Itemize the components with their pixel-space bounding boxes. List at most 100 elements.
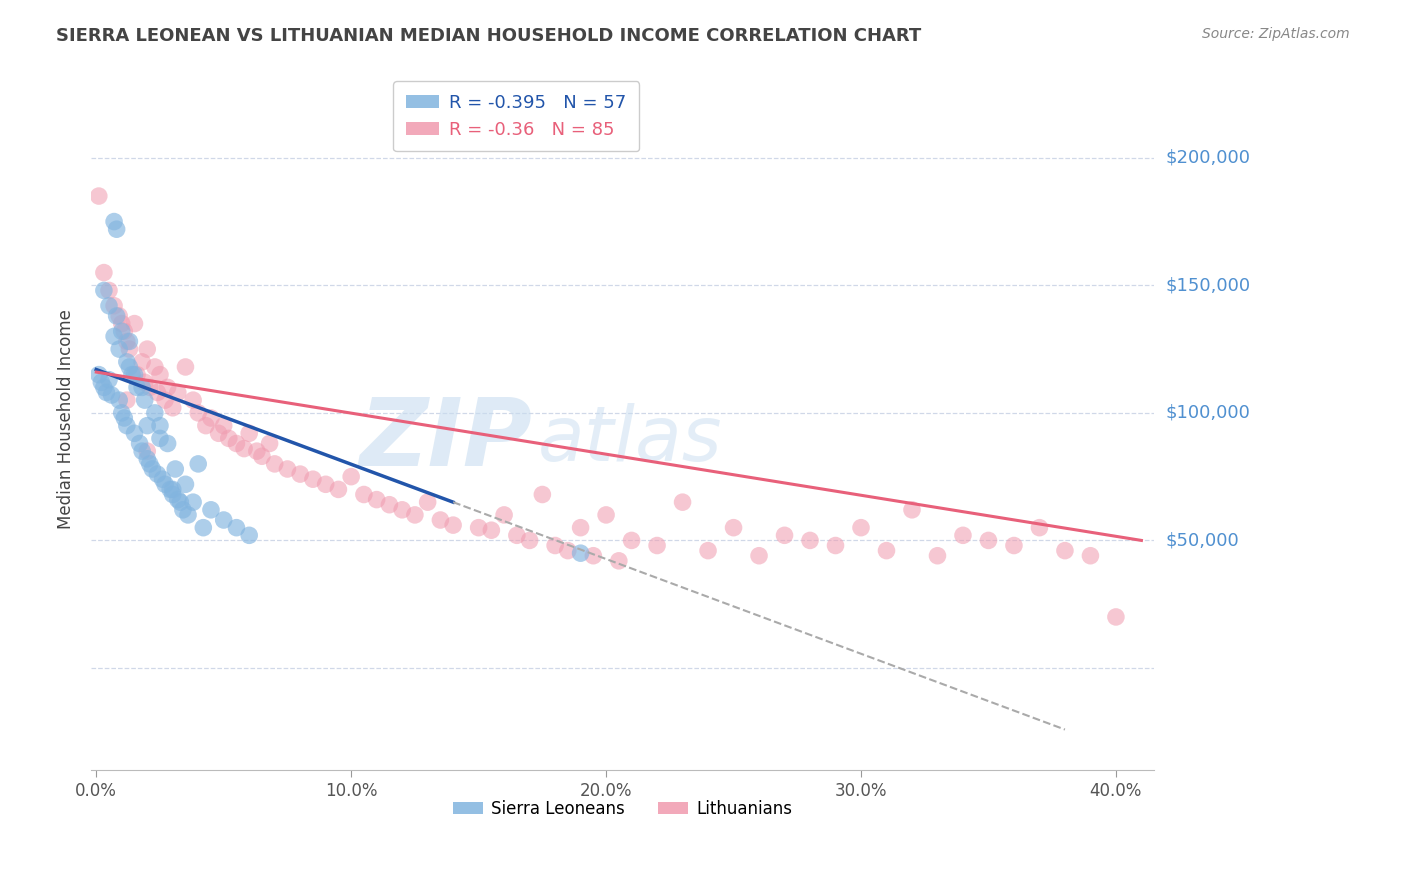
Point [93,380,115,394]
Point [105,222,128,236]
Point [1002,539,1025,553]
Point [441,518,464,533]
Point [620,533,643,548]
Point [146,467,169,482]
Text: $100,000: $100,000 [1166,404,1250,422]
Point [233,442,256,456]
Point [118,334,141,349]
Point [139,380,162,394]
Point [876,543,898,558]
Point [108,342,131,356]
Point [557,543,579,558]
Point [531,487,554,501]
Point [1080,549,1102,563]
Text: atlas: atlas [537,403,723,477]
Point [519,533,541,548]
Point [174,477,197,491]
Point [156,380,179,394]
Point [156,436,179,450]
Point [118,342,141,356]
Point [607,554,630,568]
Point [467,521,489,535]
Point [250,449,273,463]
Text: Source: ZipAtlas.com: Source: ZipAtlas.com [1202,27,1350,41]
Point [544,539,567,553]
Point [115,418,138,433]
Point [494,508,516,522]
Point [165,462,187,476]
Point [141,462,163,476]
Point [131,355,153,369]
Point [103,329,125,343]
Point [194,418,217,433]
Point [315,477,337,491]
Point [136,342,159,356]
Point [238,426,260,441]
Point [169,495,191,509]
Point [131,444,153,458]
Point [103,299,125,313]
Point [124,317,146,331]
Point [200,411,222,425]
Point [162,401,184,415]
Point [200,503,222,517]
Point [152,472,174,486]
Point [246,444,269,458]
Point [121,368,143,382]
Point [111,317,134,331]
Point [98,284,121,298]
Point [328,483,350,497]
Point [952,528,974,542]
Legend: Sierra Leoneans, Lithuanians: Sierra Leoneans, Lithuanians [446,794,799,825]
Point [212,513,235,527]
Point [159,483,181,497]
Point [773,528,796,542]
Point [112,324,135,338]
Point [174,359,197,374]
Point [162,487,184,501]
Point [181,393,204,408]
Point [391,503,413,517]
Point [187,406,209,420]
Point [125,368,148,382]
Point [115,393,138,408]
Point [149,368,172,382]
Point [115,334,138,349]
Point [353,487,375,501]
Point [569,521,592,535]
Point [723,521,745,535]
Point [193,521,215,535]
Point [799,533,821,548]
Text: $150,000: $150,000 [1166,277,1250,294]
Point [645,539,668,553]
Point [98,299,121,313]
Point [366,492,388,507]
Point [172,503,194,517]
Point [153,393,176,408]
Point [671,495,693,509]
Point [1028,521,1050,535]
Point [149,418,172,433]
Point [416,495,439,509]
Point [225,436,247,450]
Point [582,549,605,563]
Point [977,533,1000,548]
Point [87,368,110,382]
Point [404,508,426,522]
Point [276,462,298,476]
Point [111,324,134,338]
Point [927,549,949,563]
Point [263,457,285,471]
Point [93,284,115,298]
Point [901,503,924,517]
Point [1105,610,1128,624]
Point [93,266,115,280]
Point [177,508,200,522]
Point [290,467,312,482]
Point [479,523,502,537]
Point [103,214,125,228]
Point [1053,543,1076,558]
Point [378,498,401,512]
Point [143,406,166,420]
Point [134,376,156,390]
